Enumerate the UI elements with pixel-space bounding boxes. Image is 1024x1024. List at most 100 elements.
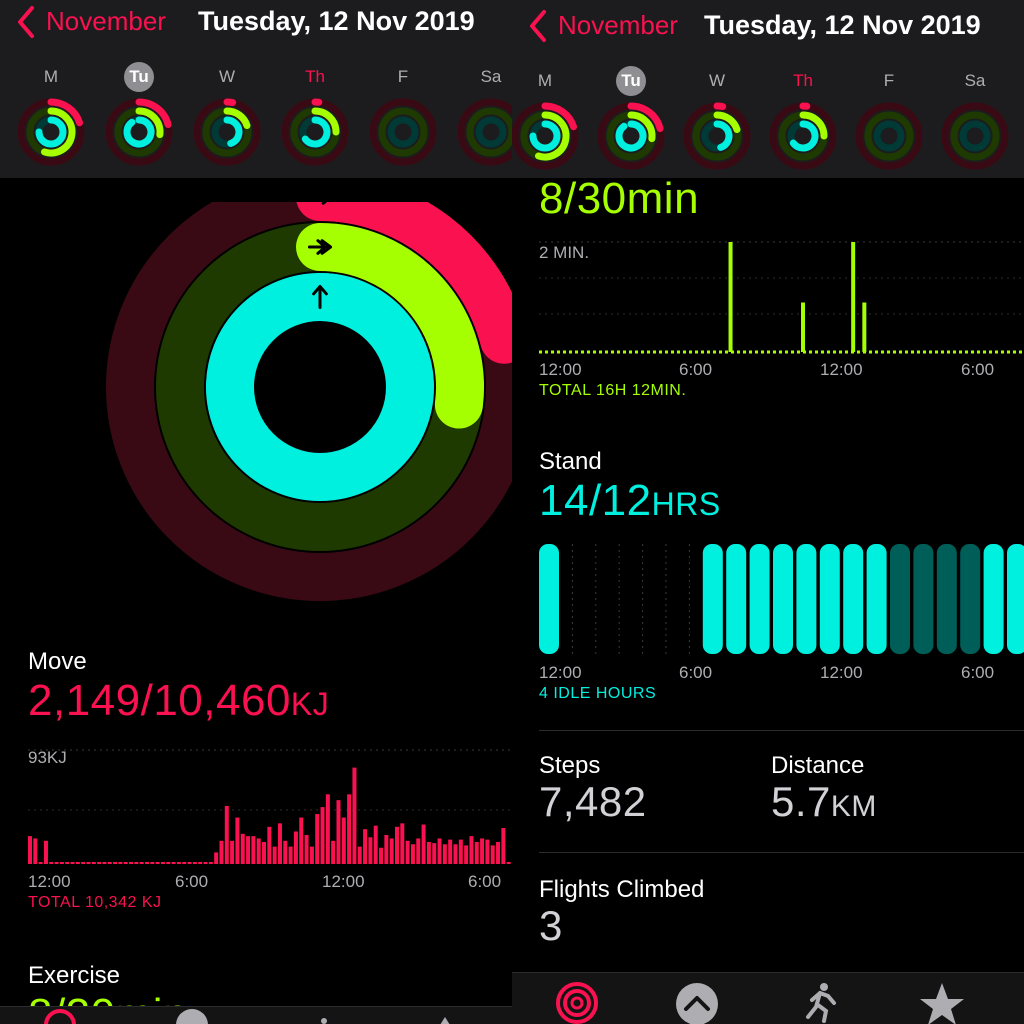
awards-tab-icon[interactable] (920, 983, 964, 1024)
chart-bar (43, 840, 48, 864)
workouts-tab-icon[interactable] (806, 983, 836, 1023)
chart-bar (357, 846, 362, 864)
stand-ring-track (959, 120, 991, 152)
stand-ring-progress (123, 116, 155, 148)
chart-bar (368, 837, 373, 864)
day-ring[interactable] (681, 100, 753, 172)
day-ring[interactable] (939, 100, 1011, 172)
exercise-time-label: 12:00 (539, 360, 582, 379)
activity-tab-icon[interactable] (556, 982, 598, 1024)
move-ring-progress (627, 102, 664, 133)
chart-bar (496, 841, 501, 864)
day-ring[interactable] (191, 96, 263, 168)
move-label: Move (28, 648, 87, 675)
activity-tab-icon[interactable] (44, 1009, 76, 1024)
stand-ring-progress (296, 273, 423, 368)
exercise-time-label: 6:00 (679, 360, 713, 379)
chart-bar (208, 862, 213, 864)
stand-ring-progress (223, 116, 243, 147)
left-screen: November Tuesday, 12 Nov 2019 M Tu W Th F Sa … (0, 0, 512, 1024)
chart-bar (448, 839, 453, 864)
chart-bar (113, 862, 118, 864)
day-ring[interactable] (512, 100, 581, 172)
chart-bar (341, 817, 346, 864)
chevron-left-icon[interactable] (12, 4, 40, 40)
day-letter[interactable]: W (218, 67, 236, 86)
day-ring[interactable] (767, 100, 839, 172)
workouts-tab-icon[interactable] (321, 1018, 327, 1024)
stand-ring-progress (301, 116, 331, 148)
chart-bar (102, 862, 107, 864)
day-ring[interactable] (853, 100, 925, 172)
chart-bar (28, 836, 32, 864)
sharing-tab-icon[interactable] (176, 1009, 208, 1024)
chart-bar (485, 839, 490, 864)
move-value-number: 2,149/10,460 (28, 676, 291, 725)
stand-ring-progress (713, 120, 733, 151)
divider (539, 730, 1024, 731)
day-letter[interactable]: W (708, 71, 726, 90)
day-letter[interactable]: Sa (964, 71, 986, 90)
divider (539, 852, 1024, 853)
exercise-ring-progress (135, 107, 164, 139)
chart-bar (1007, 544, 1024, 654)
move-ring-progress (135, 98, 172, 129)
exercise-ring-progress (713, 111, 741, 134)
chart-bar (134, 862, 139, 864)
chart-bar (336, 800, 341, 864)
stand-time-label: 12:00 (539, 663, 582, 682)
chart-bar (474, 841, 479, 864)
chart-bar (182, 862, 187, 864)
back-button[interactable]: November (558, 10, 678, 40)
day-letter[interactable]: F (883, 71, 895, 90)
day-ring[interactable] (103, 96, 175, 168)
chart-bar (235, 817, 240, 864)
chart-bar (75, 862, 80, 864)
chart-bar (469, 836, 474, 864)
exercise-ring-progress (627, 111, 656, 143)
back-button[interactable]: November (46, 6, 166, 36)
day-letter[interactable]: Sa (480, 67, 502, 86)
day-ring[interactable] (279, 96, 351, 168)
tab-bar (0, 1006, 512, 1024)
chart-bar (363, 829, 368, 864)
stand-value: 14/12HRS (539, 476, 721, 526)
stand-ring-progress (789, 120, 819, 152)
day-letter[interactable]: M (537, 71, 553, 90)
day-letter[interactable]: Tu (616, 66, 646, 96)
day-letter[interactable]: Th (305, 67, 325, 86)
stand-ring-progress (615, 120, 647, 152)
exercise-ring-progress (296, 223, 484, 429)
day-letter[interactable]: F (397, 67, 409, 86)
day-letter[interactable]: Tu (124, 62, 154, 92)
day-ring[interactable] (595, 100, 667, 172)
move-time-label: 12:00 (28, 872, 71, 891)
chart-bar (309, 846, 314, 864)
chart-bar (97, 862, 102, 864)
distance-value: 5.7KM (771, 778, 877, 826)
day-ring[interactable] (15, 96, 87, 168)
stand-value-number: 14/12 (539, 476, 652, 525)
exercise-ring-progress (535, 111, 570, 161)
stand-ring-progress (529, 120, 561, 152)
day-ring[interactable] (367, 96, 439, 168)
chart-bar (866, 544, 887, 654)
chart-bar (801, 302, 806, 352)
awards-tab-icon[interactable] (440, 1017, 450, 1024)
stand-ring-track (387, 116, 419, 148)
chart-bar (198, 862, 203, 864)
day-ring[interactable] (455, 96, 512, 168)
day-letter[interactable]: Th (793, 71, 813, 90)
chart-bar (936, 544, 957, 654)
sharing-tab-icon[interactable] (676, 983, 718, 1024)
stand-ring-track (475, 116, 507, 148)
chart-bar (384, 834, 389, 864)
chart-bar (304, 834, 309, 864)
move-time-label: 6:00 (468, 872, 502, 891)
chart-bar (437, 838, 442, 864)
chevron-left-icon[interactable] (524, 8, 552, 44)
day-letter[interactable]: M (43, 67, 59, 86)
chart-bar (352, 767, 357, 864)
chart-bar (426, 841, 431, 864)
chart-bar (166, 862, 171, 864)
